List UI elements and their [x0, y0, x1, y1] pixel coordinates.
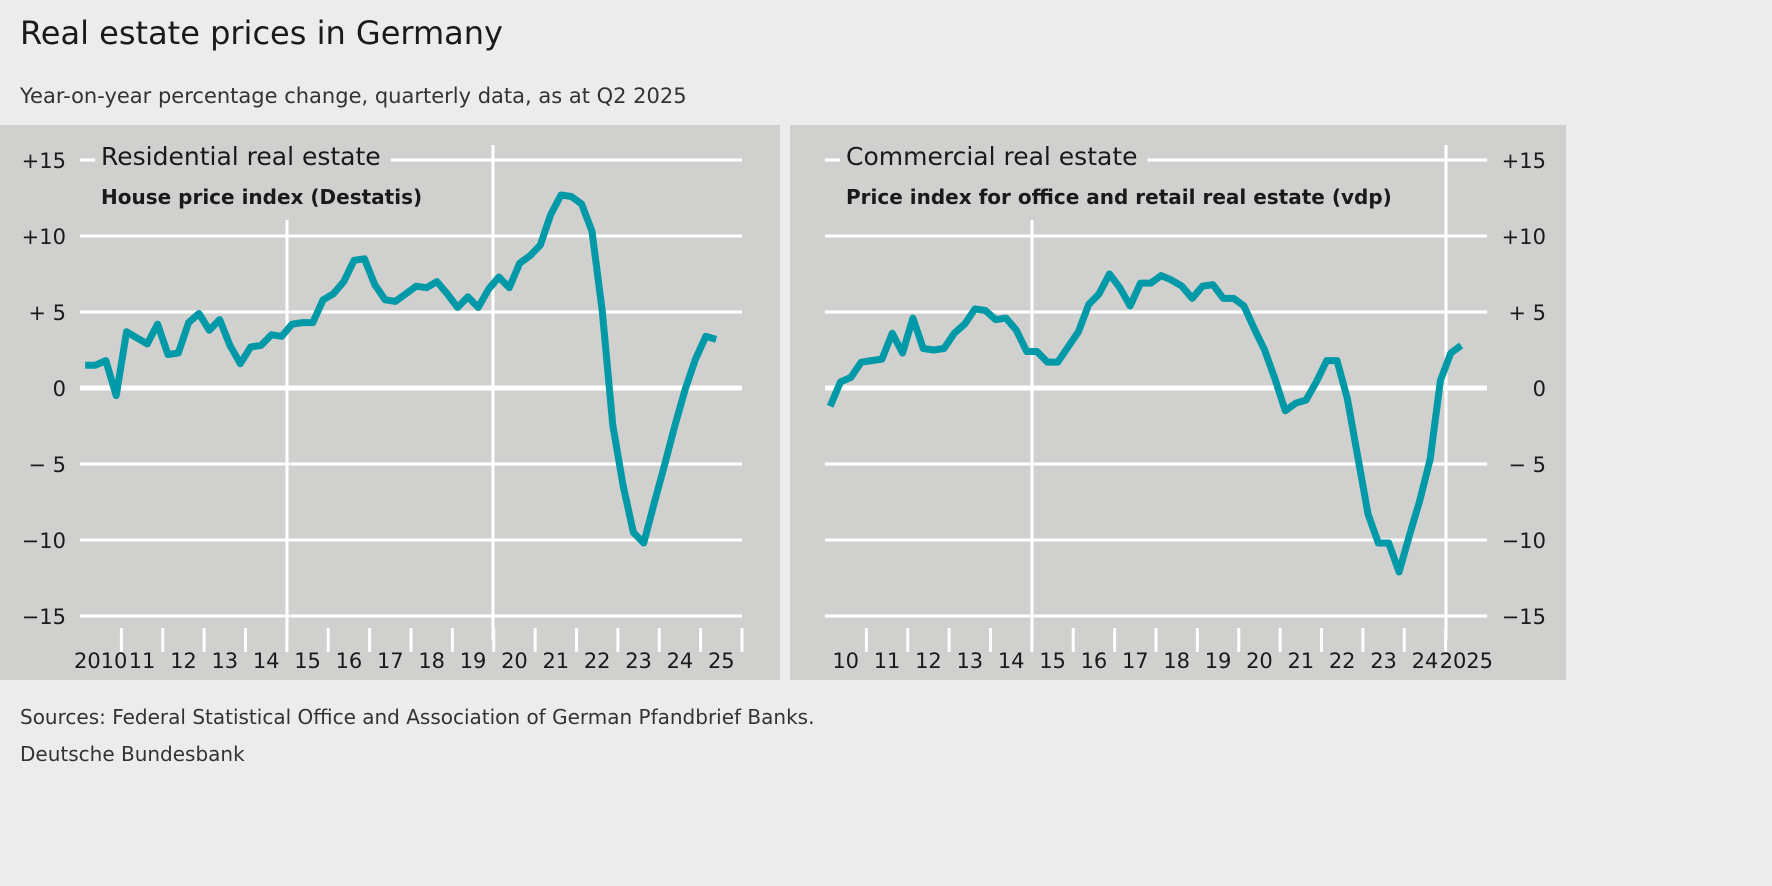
x-tick-label: 2025 — [1440, 649, 1493, 673]
panel-subtitle: Price index for office and retail real e… — [846, 185, 1392, 209]
x-tick-label: 11 — [129, 649, 156, 673]
x-tick-label: 18 — [418, 649, 445, 673]
x-tick-label: 13 — [956, 649, 983, 673]
x-tick-label: 14 — [253, 649, 280, 673]
y-tick-label: −15 — [1502, 605, 1546, 629]
residential-panel: +15 +10 + 5 0 − 5 −10 −15 2010 11 12 13 14 15 16 17 18 1… — [0, 125, 780, 680]
x-tick-label: 2010 — [74, 649, 127, 673]
series-line — [826, 270, 1464, 576]
y-tick-label: +15 — [22, 149, 66, 173]
x-tick-label: 21 — [1287, 649, 1314, 673]
x-tick-label: 16 — [1081, 649, 1108, 673]
commercial-panel: +15 +10 + 5 0 − 5 −10 −15 10 11 12 13 14 15 16 17 18 19 2… — [790, 125, 1566, 680]
x-tick-label: 11 — [874, 649, 901, 673]
y-tick-label: 0 — [53, 377, 66, 401]
publisher-note: Deutsche Bundesbank — [20, 742, 245, 766]
title-backdrop — [95, 145, 391, 215]
title-backdrop — [840, 145, 1148, 215]
chart-title: Real estate prices in Germany — [20, 14, 503, 52]
panel-title: Commercial real estate — [846, 142, 1138, 171]
x-tick-label: 13 — [211, 649, 238, 673]
y-tick-label: −15 — [22, 605, 66, 629]
x-tick-label: 21 — [542, 649, 569, 673]
x-tick-label: 15 — [294, 649, 321, 673]
x-tick-label: 19 — [1205, 649, 1232, 673]
panel-title: Residential real estate — [101, 142, 381, 171]
x-tick-label: 17 — [377, 649, 404, 673]
y-tick-label: + 5 — [28, 301, 66, 325]
x-tick-label: 12 — [170, 649, 197, 673]
y-tick-label: −10 — [1502, 529, 1546, 553]
y-tick-label: +15 — [1502, 149, 1546, 173]
y-tick-label: −10 — [22, 529, 66, 553]
panel-subtitle: House price index (Destatis) — [101, 185, 422, 209]
y-tick-label: − 5 — [28, 453, 66, 477]
x-tick-label: 20 — [501, 649, 528, 673]
x-tick-label: 23 — [1370, 649, 1397, 673]
x-tick-label: 24 — [1412, 649, 1439, 673]
series-line — [85, 191, 718, 547]
x-tick-label: 18 — [1163, 649, 1190, 673]
y-tick-label: +10 — [22, 225, 66, 249]
y-tick-label: +10 — [1502, 225, 1546, 249]
x-tick-label: 16 — [336, 649, 363, 673]
x-tick-label: 24 — [667, 649, 694, 673]
x-tick-label: 19 — [460, 649, 487, 673]
x-tick-label: 10 — [832, 649, 859, 673]
x-tick-label: 14 — [998, 649, 1025, 673]
x-tick-label: 17 — [1122, 649, 1149, 673]
x-tick-label: 25 — [708, 649, 735, 673]
chart-subtitle: Year-on-year percentage change, quarterl… — [20, 84, 687, 108]
x-tick-label: 20 — [1246, 649, 1273, 673]
x-tick-label: 23 — [625, 649, 652, 673]
x-tick-label: 15 — [1039, 649, 1066, 673]
y-tick-label: 0 — [1533, 377, 1546, 401]
panel-background — [0, 125, 780, 680]
x-tick-label: 12 — [915, 649, 942, 673]
y-tick-label: − 5 — [1508, 453, 1546, 477]
y-tick-label: + 5 — [1508, 301, 1546, 325]
x-tick-label: 22 — [1329, 649, 1356, 673]
x-tick-label: 22 — [584, 649, 611, 673]
sources-note: Sources: Federal Statistical Office and … — [20, 705, 815, 729]
